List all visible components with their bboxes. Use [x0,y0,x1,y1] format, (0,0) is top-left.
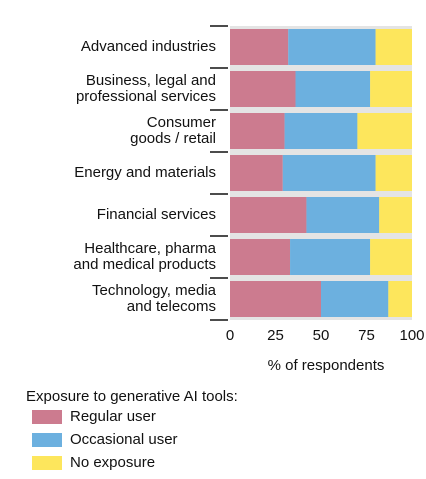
bar-segment [375,29,412,65]
category-label: Energy and materials [74,164,216,181]
legend-swatch [32,410,62,424]
bar-segment [370,239,412,275]
bar-segment [230,281,321,317]
bar-segment [306,197,380,233]
bar-segment [290,239,371,275]
legend-title: Exposure to generative AI tools: [26,388,238,405]
bar-segment [230,155,283,191]
category-label: Consumer goods / retail [130,114,216,147]
category-label: Business, legal and professional services [76,72,216,105]
x-tick-label: 25 [267,327,284,344]
x-tick-label: 100 [399,327,424,344]
category-label: Advanced industries [81,38,216,55]
legend-swatch [32,456,62,470]
x-tick-label: 0 [226,327,234,344]
bar-segment [370,71,412,107]
legend-label: No exposure [70,454,155,471]
bar-segment [379,197,412,233]
bar-segment [230,71,296,107]
bar-segment [357,113,412,149]
category-label: Financial services [97,206,216,223]
bar-segment [388,281,412,317]
bar-segment [230,29,289,65]
legend-label: Regular user [70,408,156,425]
bar-segment [230,239,291,275]
x-axis-label: % of respondents [268,357,385,374]
category-label: Healthcare, pharma and medical products [73,240,216,273]
bar-segment [295,71,371,107]
legend-label: Occasional user [70,431,178,448]
bar-segment [284,113,358,149]
bar-segment [230,197,307,233]
bar-segment [282,155,376,191]
bar-segment [288,29,376,65]
bar-segment [321,281,389,317]
x-tick-label: 75 [358,327,375,344]
bar-segment [230,113,285,149]
x-tick-label: 50 [313,327,330,344]
bar-segment [375,155,412,191]
legend-swatch [32,433,62,447]
category-label: Technology, media and telecoms [92,282,217,315]
